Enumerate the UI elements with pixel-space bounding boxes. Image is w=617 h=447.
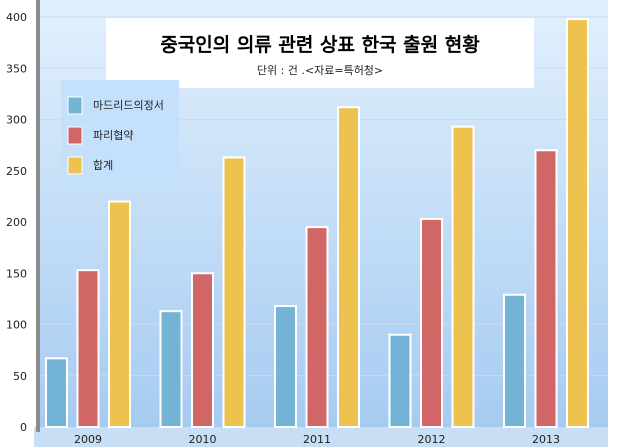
- bar-2010-series-2: [191, 272, 214, 428]
- bar-2010-series-1: [159, 310, 183, 428]
- y-tick-label: 50: [13, 370, 27, 383]
- x-tick-label: 2012: [418, 433, 446, 446]
- bar-2013-series-2: [534, 149, 558, 428]
- y-tick-label: 200: [6, 216, 27, 229]
- chart-subtitle: 단위 : 건 .<자료=특허청>: [257, 64, 383, 77]
- bar-2011-series-3: [337, 106, 360, 428]
- bar-2011-series-1: [274, 305, 297, 428]
- title-box: 중국인의 의류 관련 상표 한국 출원 현황 단위 : 건 .<자료=특허청>: [106, 18, 534, 88]
- bar-2012-series-2: [420, 217, 443, 428]
- legend-label: 마드리드의정서: [93, 99, 164, 112]
- legend-label: 파리협약: [93, 128, 133, 142]
- y-axis-line: [36, 0, 40, 432]
- y-tick-label: 100: [6, 319, 27, 332]
- bar-2012-series-3: [451, 125, 475, 429]
- chart-title: 중국인의 의류 관련 상표 한국 출원 현황: [160, 33, 480, 56]
- y-tick-label: 0: [20, 421, 27, 434]
- bar-2013-series-3: [566, 18, 589, 429]
- bar-2013-series-1: [503, 293, 526, 428]
- bar-2011-series-2: [305, 226, 329, 428]
- x-axis-band: [34, 427, 608, 447]
- x-tick-label: 2010: [189, 433, 217, 446]
- y-tick-label: 300: [6, 114, 27, 127]
- y-tick-label: 400: [6, 11, 27, 24]
- legend-label: 합계: [93, 159, 113, 172]
- bar-2009-series-1: [45, 357, 68, 429]
- y-tick-label: 250: [6, 165, 27, 178]
- x-tick-label: 2011: [303, 433, 331, 446]
- x-tick-label: 2009: [74, 433, 102, 446]
- legend-swatch: [67, 156, 83, 175]
- bar-2010-series-3: [222, 156, 246, 429]
- bar-2012-series-1: [388, 333, 412, 428]
- bar-2009-series-3: [108, 200, 131, 428]
- legend-swatch: [67, 126, 83, 145]
- bars: [45, 18, 589, 429]
- y-tick-label: 150: [6, 267, 27, 280]
- y-axis-ticks: 0 50 100 150 200 250 300 350 400: [6, 11, 27, 434]
- bar-2009-series-2: [76, 269, 100, 428]
- title-box-background: [106, 18, 534, 88]
- y-tick-label: 350: [6, 62, 27, 75]
- legend-swatch: [67, 96, 83, 115]
- x-tick-label: 2013: [532, 433, 560, 446]
- x-axis-ticks: 2009 2010 2011 2012 2013: [74, 433, 560, 446]
